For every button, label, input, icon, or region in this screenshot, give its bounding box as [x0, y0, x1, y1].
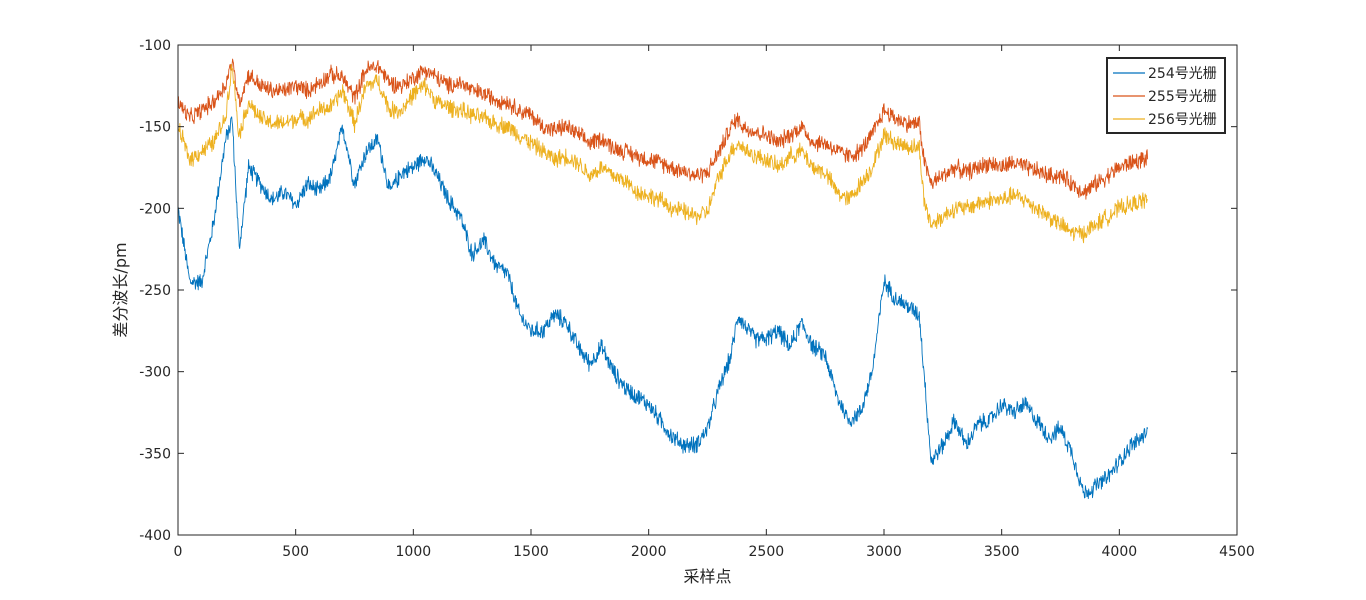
legend-label-3: 256号光栅	[1148, 112, 1217, 128]
legend-label-2: 255号光栅	[1148, 89, 1217, 105]
x-tick-label: 3000	[866, 544, 902, 560]
x-tick-label: 1500	[513, 544, 549, 560]
x-tick-label: 4500	[1219, 544, 1255, 560]
y-tick-label: -100	[139, 38, 171, 54]
y-tick-label: -300	[139, 365, 171, 381]
y-axis-title: 差分波长/pm	[111, 242, 130, 337]
series-layer	[177, 58, 1149, 500]
series-line-2	[177, 58, 1149, 200]
legend: 254号光栅 255号光栅 256号光栅	[1106, 57, 1226, 134]
plot-area-frame	[177, 44, 1238, 536]
x-tick-label: 500	[282, 544, 309, 560]
x-tick-label: 2500	[749, 544, 785, 560]
axis-ticks: 0 500 1000 1500 2000 2500 3000 3500 4000 4500 -100…	[139, 38, 1255, 560]
y-tick-label: -200	[139, 201, 171, 217]
legend-label-1: 254号光栅	[1148, 66, 1217, 82]
y-tick-label: -250	[139, 283, 171, 299]
x-tick-label: 2000	[631, 544, 667, 560]
x-axis-title: 采样点	[683, 567, 731, 586]
x-tick-label: 0	[174, 544, 183, 560]
x-tick-label: 4000	[1102, 544, 1138, 560]
y-tick-label: -350	[139, 446, 171, 462]
series-line-1	[177, 116, 1149, 500]
y-tick-label: -400	[139, 528, 171, 544]
x-tick-label: 3500	[984, 544, 1020, 560]
series-line-3	[177, 64, 1148, 244]
y-tick-label: -150	[139, 120, 171, 136]
x-tick-label: 1000	[396, 544, 432, 560]
